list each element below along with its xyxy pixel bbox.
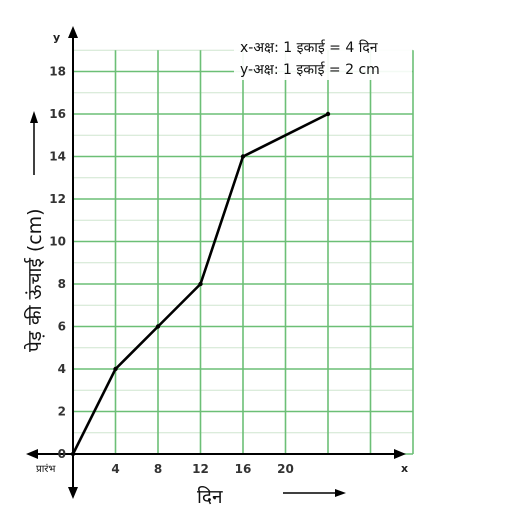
y-tick-label: 4: [58, 362, 66, 376]
y-tick-label: 2: [58, 405, 66, 419]
y-tick-label: 6: [58, 320, 66, 334]
y-axis-title: पेड़ की ऊंचाई (cm): [23, 111, 46, 352]
y-tick-label: 0: [58, 447, 66, 461]
x-tick-label: 16: [235, 462, 252, 476]
x-tick-label: 12: [192, 462, 209, 476]
x-axis-label: दिन: [197, 485, 223, 508]
data-point: [113, 366, 118, 372]
y-tick-label: 12: [49, 192, 66, 206]
y-tick-labels: 0 2 4 6 8 10 12 14 16 18: [49, 65, 66, 462]
x-axis-title-arrow-head: [335, 489, 346, 497]
legend: x-अक्ष: 1 इकाई = 4 दिन y-अक्ष: 1 इकाई = …: [234, 34, 412, 80]
data-point: [155, 324, 161, 329]
y-axis-letter: y: [53, 31, 60, 44]
x-tick-labels: 4 8 12 16 20: [111, 462, 294, 476]
data-point: [325, 111, 331, 117]
start-label: प्रारंभ: [36, 463, 56, 475]
x-tick-label: 4: [111, 462, 119, 476]
x-axis-title: दिन: [197, 485, 346, 508]
series-line-path: [71, 112, 330, 456]
series-line: [70, 111, 331, 457]
x-axis-arrow-left: [26, 449, 38, 459]
y-tick-label: 16: [49, 107, 66, 121]
x-tick-label: 20: [277, 462, 294, 476]
data-point: [240, 154, 246, 159]
y-tick-label: 8: [58, 277, 66, 291]
y-axis-title-arrow-head: [30, 111, 38, 123]
x-tick-label: 8: [154, 462, 162, 476]
y-axis-arrow-top: [68, 26, 78, 38]
y-axis-arrow-bottom: [68, 487, 78, 499]
x-axis-arrow-right: [394, 449, 406, 459]
data-point: [70, 451, 76, 457]
legend-entry-x-scale: x-अक्ष: 1 इकाई = 4 दिन: [240, 39, 378, 56]
legend-box: [234, 34, 412, 80]
legend-entry-y-scale: y-अक्ष: 1 इकाई = 2 cm: [240, 61, 380, 78]
y-tick-label: 10: [49, 235, 66, 249]
grid: [72, 49, 414, 455]
axes: y x प्रारंभ: [26, 26, 408, 499]
y-tick-label: 14: [49, 150, 66, 164]
y-axis-label: पेड़ की ऊंचाई (cm): [23, 208, 46, 352]
y-tick-label: 18: [49, 65, 66, 79]
data-point: [198, 281, 203, 287]
x-axis-letter: x: [401, 462, 408, 475]
